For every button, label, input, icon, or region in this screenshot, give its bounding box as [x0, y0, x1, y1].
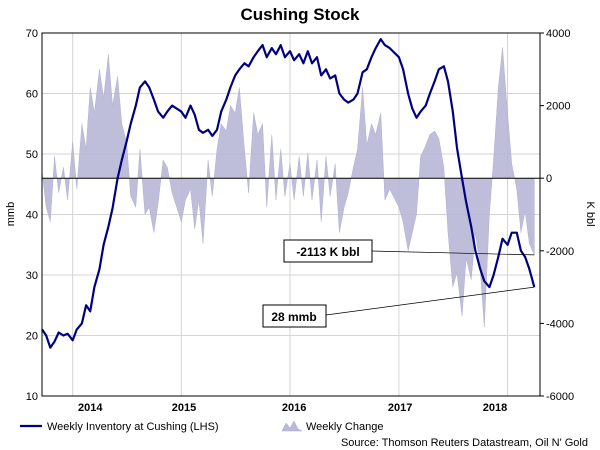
- x-tick-label: 2015: [172, 402, 196, 414]
- inventory-line: [41, 38, 536, 349]
- y-left-tick-label: 10: [26, 391, 38, 403]
- legend-label-inventory: Weekly Inventory at Cushing (LHS): [47, 421, 219, 433]
- x-tick-label: 2014: [78, 402, 103, 414]
- y-right-tick-label: 0: [546, 173, 552, 185]
- annotation-box: [262, 304, 327, 328]
- plot-frame: [41, 32, 541, 397]
- chart-title: Cushing Stock: [240, 5, 360, 24]
- y-right-tick-label: -2000: [546, 246, 574, 258]
- y-right-tick-label: 4000: [546, 28, 570, 40]
- x-tick-label: 2017: [388, 402, 412, 414]
- y-left-tick-label: 40: [26, 210, 38, 222]
- annotation-inventory: 28 mmb: [271, 310, 316, 324]
- legend-swatch-weekly-change: [281, 420, 303, 432]
- weekly-change-area: [41, 47, 535, 328]
- y-right-tick-label: 2000: [546, 101, 570, 113]
- y-left-tick-label: 20: [26, 331, 38, 343]
- x-tick-label: 2018: [483, 402, 507, 414]
- y-left-axis-title: mmb: [5, 202, 17, 226]
- x-tick-label: 2016: [282, 402, 306, 414]
- y-left-tick-label: 50: [26, 149, 38, 161]
- annotation-weekly-change: -2113 K bbl: [296, 245, 359, 259]
- y-left-tick-label: 60: [26, 89, 38, 101]
- annotation-leader: [371, 250, 535, 256]
- y-right-axis-title: K bbl: [584, 201, 596, 226]
- legend-label-weekly-change: Weekly Change: [306, 421, 383, 433]
- annotation-box: [283, 239, 373, 263]
- annotation-leader: [325, 286, 535, 316]
- source-note: Source: Thomson Reuters Datastream, Oil …: [341, 437, 588, 449]
- y-right-tick-label: -6000: [546, 391, 574, 403]
- y-right-tick-label: -4000: [546, 318, 574, 330]
- y-left-tick-label: 30: [26, 270, 38, 282]
- y-left-tick-label: 70: [26, 28, 38, 40]
